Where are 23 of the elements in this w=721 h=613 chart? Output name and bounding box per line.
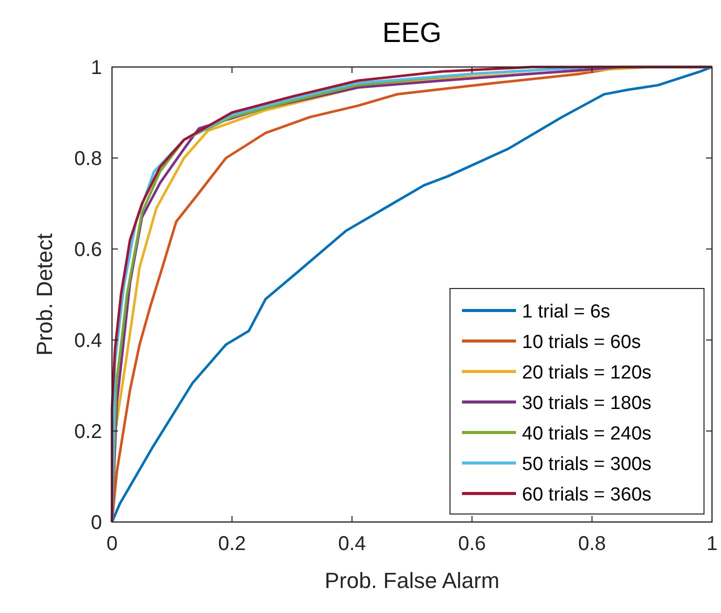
y-tick-label: 0 <box>90 512 102 534</box>
x-tick-label: 0.6 <box>458 533 486 555</box>
chart-title: EEG <box>382 17 442 48</box>
legend-label: 1 trial = 6s <box>522 302 610 322</box>
y-axis-title: Prob. Detect <box>32 233 57 356</box>
legend-label: 60 trials = 360s <box>522 484 652 506</box>
y-tick-label: 0.4 <box>74 330 102 352</box>
y-tick-label: 1 <box>90 57 102 79</box>
legend-label: 10 trials = 60s <box>522 332 641 353</box>
legend-label: 50 trials = 300s <box>522 454 652 475</box>
x-tick-label: 0.8 <box>578 533 606 555</box>
x-tick-label: 0 <box>106 533 118 555</box>
legend-label: 20 trials = 120s <box>522 362 652 384</box>
x-axis-title: Prob. False Alarm <box>324 568 500 593</box>
x-tick-label: 1 <box>706 533 718 555</box>
line-series <box>110 66 714 524</box>
y-tick-label: 0.2 <box>74 421 102 443</box>
legend-label: 40 trials = 240s <box>522 424 652 444</box>
legend-label: 30 trials = 180s <box>522 393 652 414</box>
y-tick-label: 0.8 <box>74 148 102 170</box>
x-tick-label: 0.2 <box>218 533 246 555</box>
y-tick-label: 0.6 <box>74 239 102 261</box>
x-tick-label: 0.4 <box>338 533 366 555</box>
